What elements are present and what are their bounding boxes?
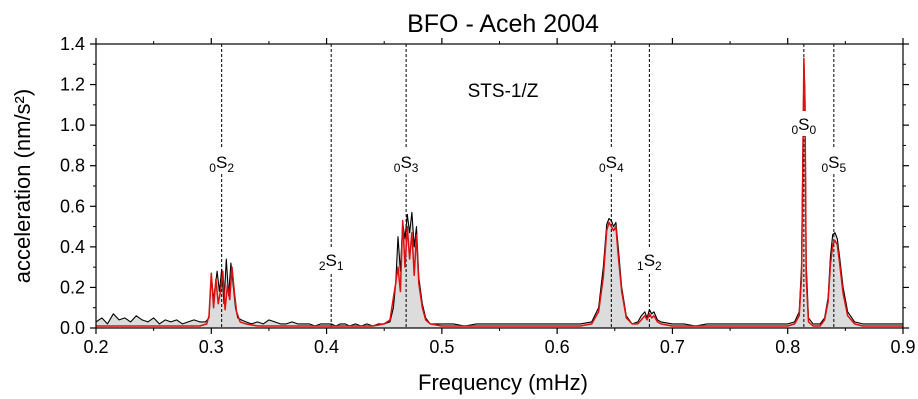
y-tick-label: 0.4: [60, 237, 85, 257]
series-line-0: [95, 61, 903, 327]
x-tick-label: 0.8: [775, 337, 800, 357]
chart-title: BFO - Aceh 2004: [407, 10, 599, 38]
y-tick-label: 0.8: [60, 156, 85, 176]
mode-label-0S2: 0S2: [204, 149, 239, 175]
x-tick-label: 0.9: [890, 337, 915, 357]
mode-label-text: 2S1: [319, 251, 344, 273]
mode-label-text: 0S4: [599, 153, 624, 175]
mode-label-0S0: 0S0: [786, 111, 821, 137]
mode-label-0S4: 0S4: [594, 149, 629, 175]
mode-label-1S2: 1S2: [632, 247, 667, 273]
mode-label-0S5: 0S5: [816, 149, 851, 175]
mode-label-text: 0S3: [394, 153, 419, 175]
mode-label-text: 0S0: [791, 115, 816, 137]
y-tick-label: 1.0: [60, 115, 85, 135]
mode-label-0S3: 0S3: [389, 149, 424, 175]
series-line-1: [96, 57, 903, 327]
mode-label-bg: [314, 247, 349, 272]
x-tick-label: 0.3: [199, 337, 224, 357]
mode-label-bg: [632, 247, 667, 272]
mode-label-bg: [594, 149, 629, 174]
x-tick-label: 0.2: [83, 337, 108, 357]
y-tick-label: 1.2: [60, 75, 85, 95]
mode-label-text: 0S2: [209, 153, 234, 175]
mode-label-text: 1S2: [637, 251, 662, 273]
x-axis-title: Frequency (mHz): [418, 370, 588, 395]
y-tick-label: 0.2: [60, 277, 85, 297]
x-tick-label: 0.6: [545, 337, 570, 357]
y-axis-title: acceleration (nm/s²): [10, 89, 35, 283]
y-tick-label: 0.6: [60, 196, 85, 216]
mode-label-bg: [816, 149, 851, 174]
x-tick-label: 0.5: [429, 337, 454, 357]
mode-label-text: 0S5: [821, 153, 846, 175]
x-tick-label: 0.7: [660, 337, 685, 357]
mode-label-bg: [389, 149, 424, 174]
mode-label-2S1: 2S1: [314, 247, 349, 273]
y-tick-label: 1.4: [60, 34, 85, 54]
mode-label-bg: [204, 149, 239, 174]
y-tick-label: 0.0: [60, 318, 85, 338]
instrument-annotation: STS-1/Z: [468, 81, 539, 102]
x-tick-label: 0.4: [314, 337, 339, 357]
mode-label-bg: [786, 111, 821, 136]
